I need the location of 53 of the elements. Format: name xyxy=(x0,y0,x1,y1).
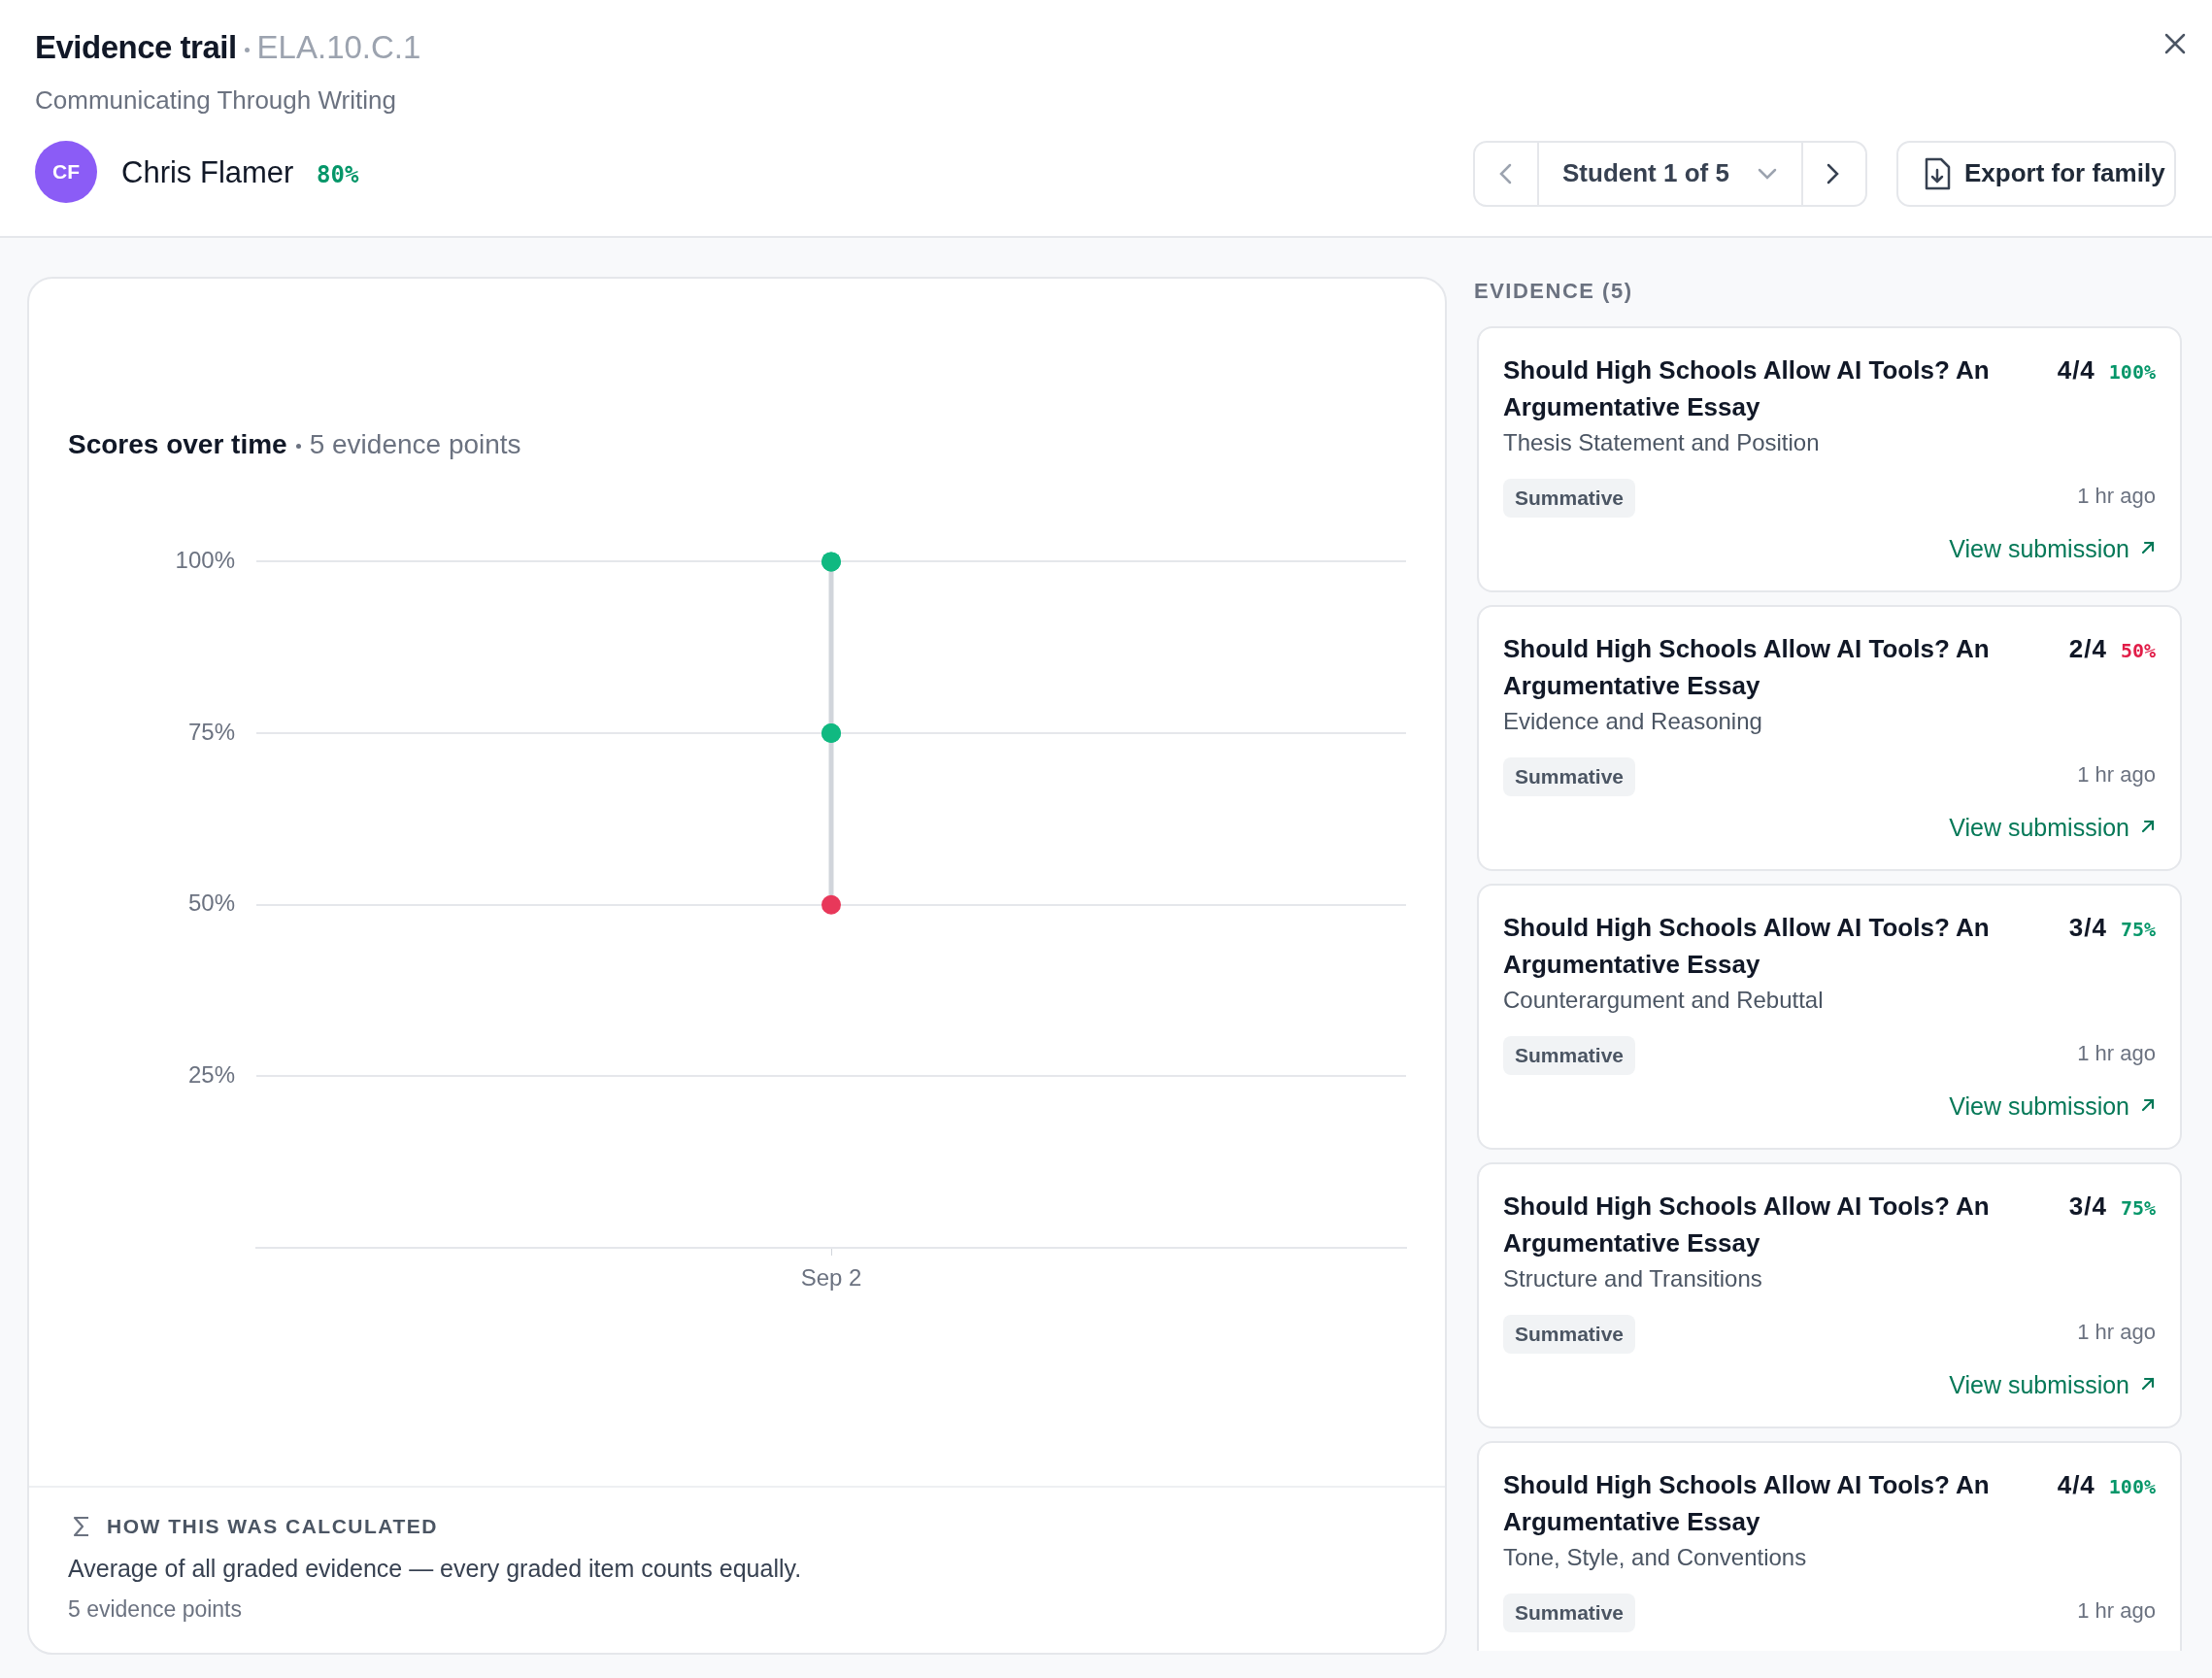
text: 80% xyxy=(317,161,359,188)
text: 3/4 xyxy=(2068,913,2107,942)
text: 100% xyxy=(2108,360,2156,384)
text: View submission xyxy=(1949,814,2129,842)
text: 1 hr ago xyxy=(2077,484,2156,509)
text: Summative xyxy=(1503,1315,1636,1354)
text: View submission xyxy=(1949,535,2129,563)
text: Should High Schools Allow AI Tools? An Argumentative Essay xyxy=(1503,1469,1991,1538)
y-tick-label: 75% xyxy=(187,718,235,745)
text: View submission xyxy=(1949,1092,2129,1121)
text: Summative xyxy=(1503,1594,1636,1632)
text: Summative xyxy=(1503,479,1636,518)
y-tick-label: 100% xyxy=(175,547,235,574)
text: ELA.10.C.1 xyxy=(256,29,421,65)
text: Summative xyxy=(1503,757,1636,796)
text: 4/4 xyxy=(2057,355,2095,385)
text: Export for family xyxy=(1964,158,2165,188)
text: 1 hr ago xyxy=(2077,1320,2156,1345)
text: Evidence and Reasoning xyxy=(1503,708,1762,735)
text: 50% xyxy=(2120,639,2156,662)
text: HOW THIS WAS CALCULATED xyxy=(107,1515,438,1538)
text: 75% xyxy=(2120,918,2156,941)
text: 3/4 xyxy=(2068,1191,2107,1221)
text: Tone, Style, and Conventions xyxy=(1503,1544,1807,1571)
text: Chris Flamer xyxy=(121,155,294,190)
text: 1 hr ago xyxy=(2077,1598,2156,1624)
text: Should High Schools Allow AI Tools? An Argumentative Essay xyxy=(1503,1191,1991,1259)
text: Should High Schools Allow AI Tools? An Argumentative Essay xyxy=(1503,354,1991,423)
y-tick-label: 50% xyxy=(187,889,235,917)
text: 75% xyxy=(2120,1196,2156,1220)
text: View submission xyxy=(1949,1371,2129,1399)
text: 100% xyxy=(2108,1475,2156,1498)
text: 1 hr ago xyxy=(2077,762,2156,788)
text: Should High Schools Allow AI Tools? An Argumentative Essay xyxy=(1503,912,1991,981)
text: Thesis Statement and Position xyxy=(1503,429,1820,456)
text: Structure and Transitions xyxy=(1503,1265,1762,1292)
text: Should High Schools Allow AI Tools? An Argumentative Essay xyxy=(1503,633,1991,702)
text: EVIDENCE (5) xyxy=(1474,279,1633,304)
text: 5 evidence points xyxy=(68,1596,243,1623)
text: Summative xyxy=(1503,1036,1636,1075)
text: 1 hr ago xyxy=(2077,1041,2156,1066)
x-tick-label: Sep 2 xyxy=(800,1264,862,1292)
chart-subtitle: 5 evidence points xyxy=(309,429,521,459)
text: Evidence trail xyxy=(35,29,237,65)
text: 2/4 xyxy=(2068,634,2107,663)
chart-title: Scores over time xyxy=(68,429,287,459)
text: Communicating Through Writing xyxy=(35,85,396,116)
y-tick-label: 25% xyxy=(187,1060,235,1088)
text: CF xyxy=(35,141,97,203)
text: 4/4 xyxy=(2057,1470,2095,1499)
text: Counterargument and Rebuttal xyxy=(1503,987,1824,1014)
text: Student 1 of 5 xyxy=(1562,158,1729,188)
text: Average of all graded evidence — every graded item counts equally. xyxy=(68,1555,802,1583)
